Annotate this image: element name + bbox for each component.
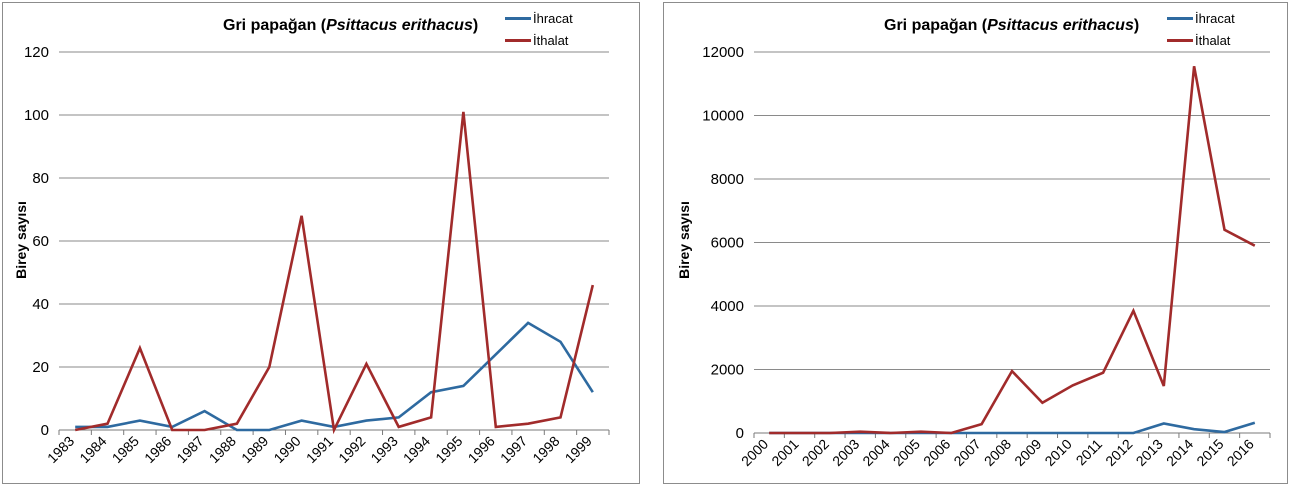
- x-tick-label: 1998: [529, 433, 562, 466]
- chart-panel-1987-1999: 0 20 40 60 80 100 120 1983 1984 1985 1986 1987 1988 1…: [2, 2, 640, 484]
- y-tick-label: 40: [32, 296, 49, 313]
- chart-title: Gri papağan (Psittacus erithacus): [884, 17, 1139, 35]
- y-tick-label: 120: [24, 44, 49, 61]
- x-tick-label: 1992: [335, 433, 368, 466]
- legend-label-ihracat: İhracat: [533, 10, 573, 26]
- x-tick-label: 2006: [920, 436, 953, 469]
- x-tick-label: 1987: [173, 433, 206, 466]
- y-tick-label: 2000: [711, 362, 744, 379]
- x-tick-label: 1993: [367, 433, 400, 466]
- x-tick-label: 1996: [465, 433, 498, 466]
- chart-title-species: Psittacus erithacus: [987, 17, 1134, 34]
- legend-item-ihracat: İhracat: [505, 7, 573, 29]
- legend: İhracat İthalat: [505, 7, 573, 51]
- x-tick-label: 1984: [76, 433, 109, 466]
- x-tick-label: 2011: [1073, 436, 1106, 469]
- y-axis-label: Birey sayısı: [12, 201, 29, 279]
- chart-title: Gri papağan (Psittacus erithacus): [223, 17, 478, 35]
- series-line-ihracat: [75, 321, 594, 432]
- x-tick-label: 2008: [981, 436, 1014, 469]
- legend-item-ithalat: İthalat: [1167, 29, 1235, 51]
- y-tick-label: 80: [32, 170, 49, 187]
- y-tick-label: 6000: [711, 235, 744, 252]
- x-tick-label: 2007: [950, 436, 983, 469]
- chart-title-suffix: ): [1133, 17, 1140, 34]
- x-tick-label: 2012: [1102, 436, 1135, 469]
- x-tick-label: 1986: [141, 433, 174, 466]
- x-tick-label: 1989: [238, 433, 271, 466]
- y-axis-label: Birey sayısı: [675, 201, 692, 279]
- y-tick-label: 4000: [711, 298, 744, 315]
- y-tick-label: 10000: [702, 108, 744, 125]
- legend-label-ihracat: İhracat: [1195, 10, 1235, 26]
- legend: İhracat İthalat: [1167, 7, 1235, 51]
- x-tick-label: 1999: [562, 433, 595, 466]
- x-tick-label: 1985: [109, 433, 142, 466]
- x-tick-label: 1995: [432, 433, 465, 466]
- chart-title-species: Psittacus erithacus: [326, 17, 473, 34]
- x-tick-label: 2016: [1224, 436, 1257, 469]
- series-line-ithalat: [74, 111, 595, 435]
- x-tick-label: 1994: [400, 433, 433, 466]
- x-tick-label: 1991: [303, 433, 336, 466]
- x-tick-label: 2003: [829, 436, 862, 469]
- legend-swatch-ihracat: [505, 16, 531, 20]
- legend-swatch-ithalat: [505, 38, 531, 42]
- x-tick-label: 1990: [270, 433, 303, 466]
- x-tick-label: 1997: [497, 433, 530, 466]
- series-line-ithalat: [769, 66, 1256, 435]
- legend-label-ithalat: İthalat: [1195, 32, 1231, 48]
- chart-plot-2: 0200040006000800010000120002000200120022…: [702, 44, 1271, 469]
- chart-title-prefix: Gri papağan (: [884, 17, 988, 34]
- x-tick-label: 2013: [1133, 436, 1166, 469]
- y-tick-label: 100: [24, 107, 49, 124]
- y-tick-label: 8000: [711, 171, 744, 188]
- x-tick-label: 2015: [1193, 436, 1226, 469]
- legend-swatch-ihracat: [1167, 16, 1193, 20]
- chart-title-prefix: Gri papağan (: [223, 17, 327, 34]
- x-tick-label: 2001: [768, 436, 801, 469]
- x-tick-label: 1988: [206, 433, 239, 466]
- x-tick-label: 2004: [859, 436, 892, 469]
- x-tick-label: 2010: [1041, 436, 1074, 469]
- x-tick-label: 2009: [1011, 436, 1044, 469]
- y-tick-label: 0: [736, 425, 744, 442]
- x-tick-label: 2005: [890, 436, 923, 469]
- chart-title-suffix: ): [472, 17, 479, 34]
- y-tick-label: 20: [32, 359, 49, 376]
- legend-swatch-ithalat: [1167, 38, 1193, 42]
- chart-panel-2000-2016: 0 2000 4000 6000 8000 10000 12000 2000 2001 2002 2…: [663, 2, 1288, 484]
- legend-label-ithalat: İthalat: [533, 32, 569, 48]
- legend-item-ithalat: İthalat: [505, 29, 573, 51]
- y-tick-label: 0: [41, 422, 49, 439]
- y-tick-label: 60: [32, 233, 49, 250]
- x-tick-label: 2014: [1163, 436, 1196, 469]
- x-tick-label: 2002: [799, 436, 832, 469]
- legend-item-ihracat: İhracat: [1167, 7, 1235, 29]
- y-tick-label: 12000: [702, 44, 744, 61]
